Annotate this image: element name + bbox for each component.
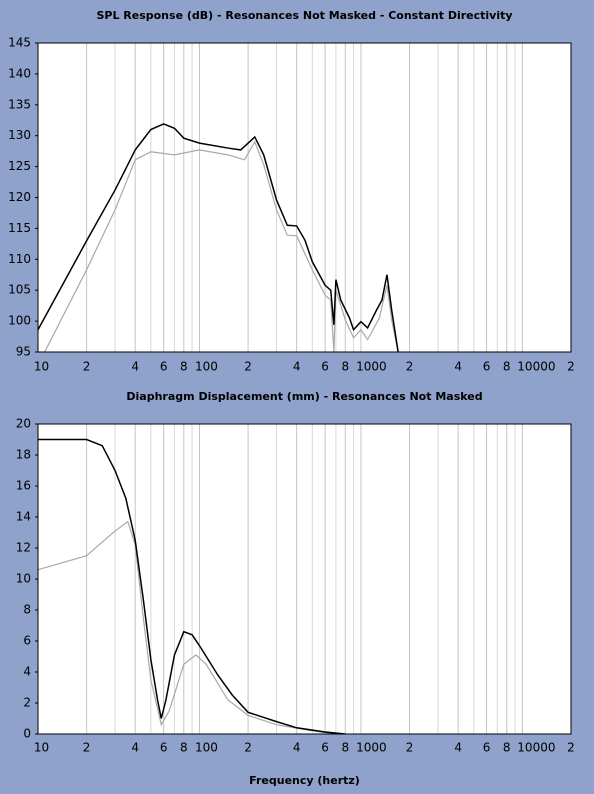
x-tick-label: 6 [160,360,168,374]
data-line [38,123,399,352]
y-tick-label: 0 [23,727,31,741]
x-tick-label: 4 [131,741,139,755]
x-tick-label: 2 [406,360,414,374]
x-tick-label: 10 [34,741,49,755]
x-tick-label: 1000 [356,741,387,755]
y-tick-label: 145 [8,36,31,50]
x-tick-label: 2 [83,741,91,755]
y-tick-label: 120 [8,190,31,204]
data-line [44,140,399,352]
x-tick-label: 2 [244,741,252,755]
y-tick-label: 130 [8,128,31,142]
y-tick-label: 12 [16,541,31,555]
y-tick-label: 135 [8,97,31,111]
y-tick-label: 14 [16,510,31,524]
x-tick-label: 1000 [356,360,387,374]
y-tick-label: 100 [8,314,31,328]
x-tick-label: 100 [195,360,218,374]
x-tick-label: 6 [321,741,329,755]
y-tick-label: 115 [8,221,31,235]
y-tick-label: 125 [8,159,31,173]
x-tick-label: 4 [293,741,301,755]
x-tick-label: 10000 [517,360,555,374]
x-tick-label: 8 [341,741,349,755]
y-tick-label: 20 [16,417,31,431]
y-tick-label: 105 [8,283,31,297]
x-tick-label: 100 [195,741,218,755]
plot-area [38,43,571,352]
x-tick-label: 2 [567,741,575,755]
x-tick-label: 8 [503,741,511,755]
plot-border [37,423,572,735]
y-tick-label: 95 [16,345,31,359]
x-tick-label: 4 [131,360,139,374]
plot-area [38,424,571,734]
x-tick-label: 6 [321,360,329,374]
x-tick-label: 6 [160,741,168,755]
data-line [38,520,336,734]
chart-title: SPL Response (dB) - Resonances Not Maske… [96,9,512,22]
y-tick-label: 110 [8,252,31,266]
x-tick-label: 2 [406,741,414,755]
x-tick-label: 2 [244,360,252,374]
x-tick-label: 2 [83,360,91,374]
y-tick-label: 18 [16,448,31,462]
x-axis-title: Frequency (hertz) [249,774,360,787]
y-tick-label: 2 [23,696,31,710]
chart-title: Diaphragm Displacement (mm) - Resonances… [126,390,482,403]
x-tick-label: 4 [293,360,301,374]
x-tick-label: 4 [454,741,462,755]
plot-border [37,42,572,353]
x-tick-label: 8 [180,741,188,755]
x-tick-label: 8 [180,360,188,374]
x-tick-label: 8 [341,360,349,374]
x-tick-label: 6 [483,360,491,374]
x-tick-label: 10000 [517,741,555,755]
x-tick-label: 2 [567,360,575,374]
y-tick-label: 6 [23,634,31,648]
y-tick-label: 8 [23,603,31,617]
x-tick-label: 6 [483,741,491,755]
x-tick-label: 8 [503,360,511,374]
data-line [38,438,346,734]
x-tick-label: 10 [34,360,49,374]
y-tick-label: 4 [23,665,31,679]
y-tick-label: 16 [16,479,31,493]
y-tick-label: 10 [16,572,31,586]
x-tick-label: 4 [454,360,462,374]
y-tick-label: 140 [8,66,31,80]
